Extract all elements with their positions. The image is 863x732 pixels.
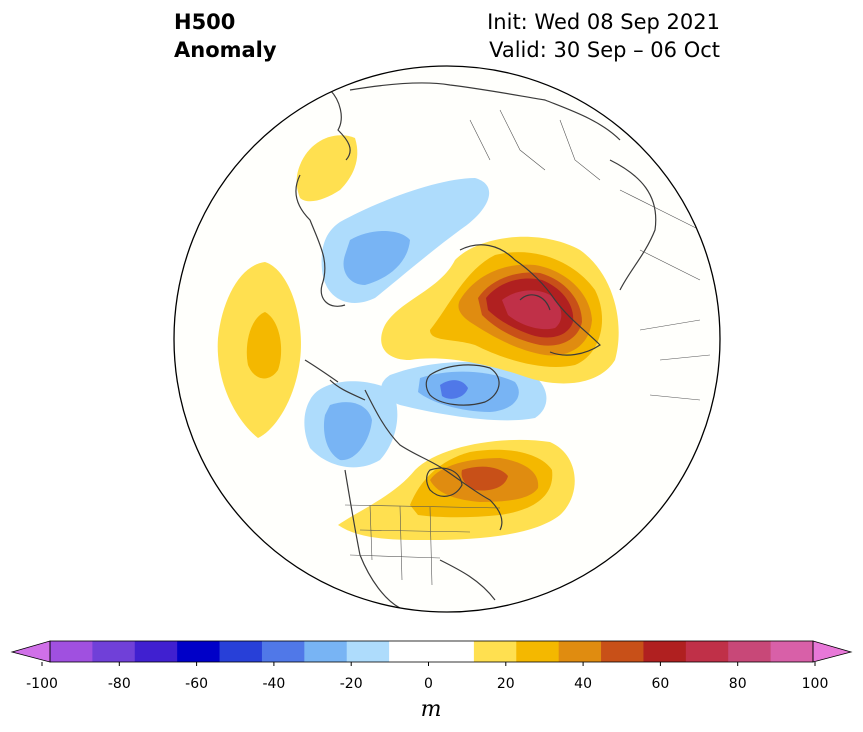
anomaly-europe-ridge-core xyxy=(502,290,562,330)
map-dates: Init: Wed 08 Sep 2021 Valid: 30 Sep – 06… xyxy=(487,8,720,64)
colorbar-tick-label: 0 xyxy=(424,676,433,692)
colorbar-extend-high xyxy=(812,640,853,663)
border-lines-us xyxy=(344,504,501,586)
borders xyxy=(344,109,711,586)
colorbar-swatch xyxy=(685,641,729,662)
colorbar-swatch xyxy=(134,641,178,662)
colorbar-swatch xyxy=(177,641,221,662)
anomaly-fields xyxy=(217,135,619,540)
init-date: Init: Wed 08 Sep 2021 xyxy=(487,10,720,34)
colorbar-swatch xyxy=(219,641,263,662)
colorbar-tick-label: 60 xyxy=(651,676,669,692)
colorbar-swatch xyxy=(389,641,432,662)
title-type: Anomaly xyxy=(174,38,277,62)
map-title: H500 Anomaly xyxy=(174,8,277,64)
anomaly-east-na-ridge-core xyxy=(461,466,508,491)
title-variable: H500 xyxy=(174,10,236,34)
coastline-north-america xyxy=(344,469,496,609)
border-lines-africa xyxy=(639,319,711,401)
coastline-europe xyxy=(459,244,601,356)
colorbar-tick-label: 20 xyxy=(497,676,515,692)
coastline-asia xyxy=(349,82,657,291)
colorbar-tick-label: -20 xyxy=(340,676,363,692)
colorbar-tick-label: 40 xyxy=(574,676,592,692)
colorbar-unit: m xyxy=(421,697,442,722)
colorbar-swatch xyxy=(770,641,814,662)
colorbar-swatch xyxy=(92,641,136,662)
coastlines xyxy=(295,82,657,609)
coastline-greenland xyxy=(425,364,500,406)
coastline-siberia xyxy=(295,89,351,307)
colorbar-swatch xyxy=(643,641,687,662)
colorbar-tick-label: -60 xyxy=(185,676,208,692)
colorbar-tick-label: 100 xyxy=(802,676,829,692)
anomaly-siberia-trough-core xyxy=(343,231,410,285)
colorbar-extend-low xyxy=(10,640,51,663)
anomaly-arctic-trough-core xyxy=(440,380,468,399)
colorbar-swatch xyxy=(516,641,560,662)
colorbar-swatch xyxy=(558,641,602,662)
colorbar: -100 -80 -60 -40 -20 0 20 40 60 80 100 m xyxy=(10,640,853,722)
map-boundary xyxy=(173,65,721,613)
colorbar-tick-label: -80 xyxy=(108,676,131,692)
anomaly-alaska-ridge xyxy=(296,135,358,202)
colorbar-swatch xyxy=(261,641,305,662)
colorbar-swatch xyxy=(473,641,517,662)
colorbar-tick-label: -100 xyxy=(26,676,58,692)
colorbar-swatch xyxy=(431,641,475,662)
colorbar-ticks: -100 -80 -60 -40 -20 0 20 40 60 80 100 xyxy=(26,662,828,692)
polar-map xyxy=(173,65,721,613)
colorbar-swatch xyxy=(50,641,93,662)
colorbar-swatch xyxy=(304,641,348,662)
border-lines-asia xyxy=(469,109,701,281)
colorbar-swatches xyxy=(50,641,814,662)
anomaly-gulf-alaska-trough-core xyxy=(323,402,372,461)
colorbar-tick-label: -40 xyxy=(262,676,285,692)
colorbar-swatch xyxy=(601,641,644,662)
colorbar-tick-label: 80 xyxy=(729,676,747,692)
colorbar-frame xyxy=(49,640,814,663)
coastline-hudson-bay xyxy=(426,467,463,497)
colorbar-swatch xyxy=(346,641,390,662)
anomaly-north-pacific-ridge-core xyxy=(246,312,282,379)
valid-range: Valid: 30 Sep – 06 Oct xyxy=(489,38,720,62)
coastline-alaska xyxy=(304,359,366,401)
colorbar-swatch xyxy=(728,641,772,662)
